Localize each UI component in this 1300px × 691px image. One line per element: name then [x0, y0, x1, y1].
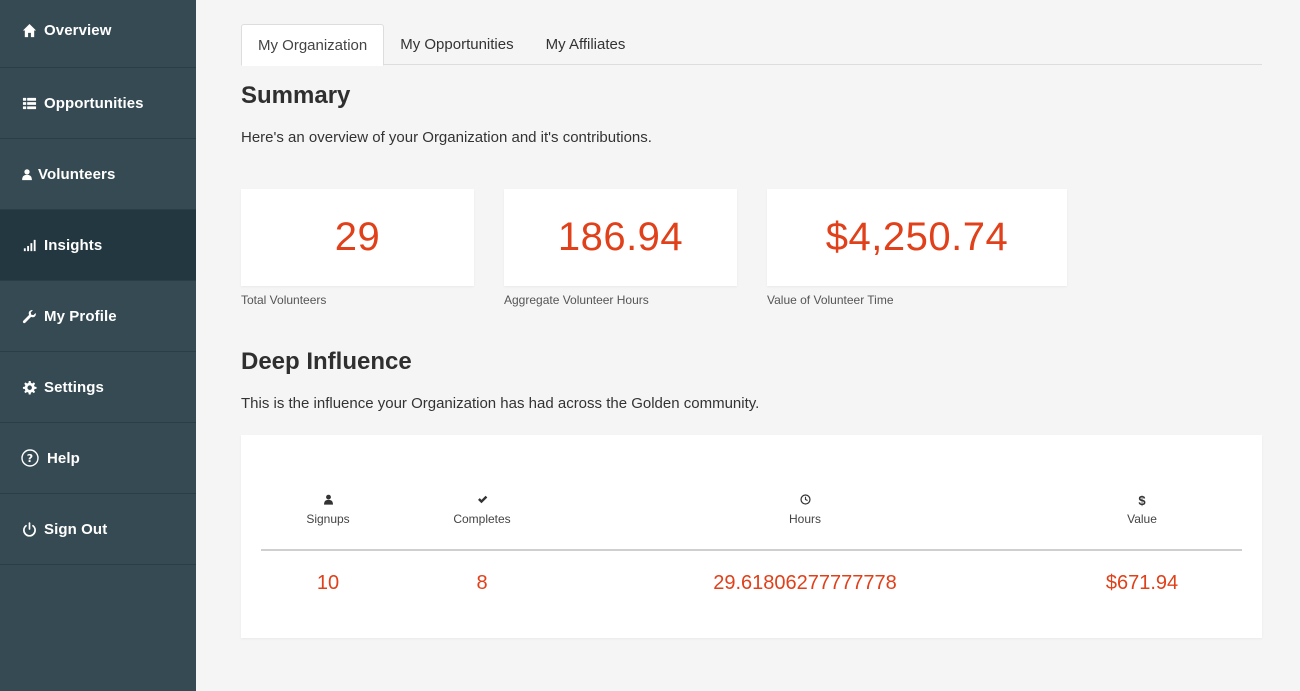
sidebar-item-overview[interactable]: Overview [0, 0, 196, 68]
column-header-completes: Completes [412, 494, 552, 526]
stat-card-aggregate-hours: 186.94 [504, 189, 737, 286]
cell-value: $671.94 [1105, 572, 1179, 594]
sidebar-item-label: Sign Out [44, 520, 108, 538]
wrench-icon [21, 308, 37, 324]
sidebar-item-label: Overview [44, 22, 112, 39]
stat-card-total-volunteers: 29 [241, 189, 474, 286]
home-icon [21, 23, 37, 39]
user-icon [258, 494, 398, 510]
stat-value: $4,250.74 [825, 215, 1009, 259]
stat-label: Value of Volunteer Time [767, 293, 894, 307]
table-divider [261, 549, 1242, 551]
sidebar-item-label: Help [47, 449, 80, 467]
stat-label: Aggregate Volunteer Hours [504, 293, 649, 307]
stat-card-value-of-time: $4,250.74 [767, 189, 1067, 286]
sidebar-item-label: Opportunities [44, 94, 144, 112]
cell-signups: 10 [316, 572, 340, 594]
summary-title: Summary [241, 82, 351, 109]
column-header-hours: Hours [735, 494, 875, 526]
stat-value: 186.94 [557, 215, 684, 259]
question-circle-icon: ? [21, 449, 39, 467]
dollar-icon: $ [1138, 493, 1146, 508]
clock-icon [735, 494, 875, 510]
stat-value: 29 [334, 215, 381, 259]
sidebar-item-my-profile[interactable]: My Profile [0, 281, 196, 352]
gear-icon [21, 379, 37, 395]
checkmark-icon [412, 494, 552, 510]
cell-completes: 8 [476, 572, 488, 594]
sidebar-item-label: My Profile [44, 307, 117, 325]
sidebar-item-insights[interactable]: Insights [0, 210, 196, 281]
column-label: Hours [788, 512, 821, 526]
svg-text:?: ? [27, 452, 33, 465]
stat-label: Total Volunteers [241, 293, 327, 307]
summary-description: Here's an overview of your Organization … [241, 129, 652, 146]
sidebar-item-help[interactable]: ? Help [0, 423, 196, 494]
power-icon [21, 521, 37, 537]
user-icon [21, 166, 33, 182]
cell-hours: 29.61806277777778 [713, 572, 897, 594]
sidebar-item-settings[interactable]: Settings [0, 352, 196, 423]
list-icon [21, 95, 37, 111]
influence-description: This is the influence your Organization … [241, 395, 760, 412]
sidebar-item-opportunities[interactable]: Opportunities [0, 68, 196, 139]
influence-title: Deep Influence [241, 348, 412, 375]
sidebar-item-sign-out[interactable]: Sign Out [0, 494, 196, 565]
sidebar-item-volunteers[interactable]: Volunteers [0, 139, 196, 210]
sidebar-item-label: Insights [44, 236, 103, 254]
sidebar-item-label: Settings [44, 378, 104, 396]
tab-bar: My Organization My Opportunities My Affi… [241, 24, 1262, 66]
column-label: Signups [306, 512, 350, 526]
tab-my-opportunities[interactable]: My Opportunities [400, 36, 514, 53]
column-header-value: $ Value [1072, 493, 1212, 527]
column-label: Completes [453, 512, 511, 526]
tab-my-affiliates[interactable]: My Affiliates [545, 36, 626, 53]
tab-my-organization[interactable]: My Organization [241, 24, 385, 66]
bar-chart-icon [21, 237, 37, 253]
column-label: Value [1127, 512, 1157, 526]
influence-table [241, 435, 1262, 638]
sidebar: Overview Opportunities Volunteers Insigh… [0, 0, 196, 691]
sidebar-item-label: Volunteers [38, 165, 116, 183]
column-header-signups: Signups [258, 494, 398, 526]
